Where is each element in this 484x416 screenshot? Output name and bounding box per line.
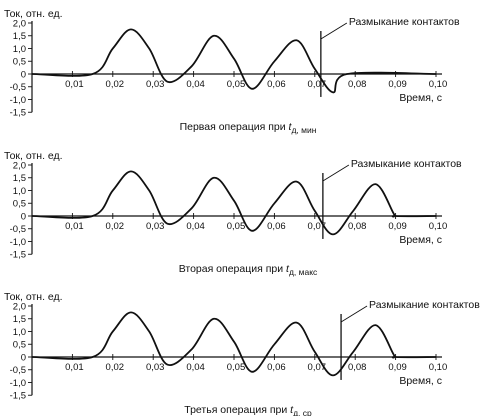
x-tick-label: 0,03 (146, 79, 165, 90)
y-tick-label: -1,5 (10, 391, 26, 402)
chart-panel-2: Ток, отн. ед.2,0 1,5 1,0 0,50 -0,5 -1,0 -1,5 0,… (4, 150, 462, 277)
chart-caption: Вторая операция при tд, макс (179, 263, 318, 277)
chart-panel-1: Ток, отн. ед.2,0 1,5 1,0 0,50 -0,5 -1,0 -1,5 0,… (4, 8, 460, 135)
x-tick-label: 0,05 (227, 221, 246, 232)
y-tick-label: -1,0 (10, 237, 26, 248)
x-tick-label: 0,09 (388, 221, 407, 232)
x-tick-label: 0,01 (65, 221, 84, 232)
x-tick-label: 0,07 (308, 79, 327, 90)
y-tick-label: 1,5 (13, 173, 26, 184)
x-tick-label: 0,07 (308, 221, 327, 232)
x-tick-label: 0,05 (227, 362, 246, 373)
chart-panel-3: Ток, отн. ед.2,0 1,5 1,0 0,50 -0,5 -1,0 -1,5 0,… (4, 291, 480, 416)
x-tick-label: 0,08 (348, 362, 367, 373)
annotation-leader (340, 305, 368, 323)
y-tick-label: -0,5 (10, 82, 26, 93)
y-tick-label: 1,0 (13, 327, 26, 338)
y-tick-label: -1,5 (10, 108, 26, 119)
y-tick-label: 0,5 (13, 340, 26, 351)
x-tick-label: 0,04 (186, 221, 205, 232)
y-tick-label: 0 (21, 352, 26, 363)
x-tick-label: 0,01 (65, 362, 84, 373)
y-tick-label: 0 (21, 211, 26, 222)
chart-caption: Третья операция при tд, ср (184, 404, 312, 416)
x-axis-label: Время, с (399, 92, 442, 104)
y-tick-label: -1,5 (10, 250, 26, 261)
y-tick-label: 1,5 (13, 31, 26, 42)
x-tick-label: 0,06 (267, 362, 286, 373)
y-tick-label: -0,5 (10, 365, 26, 376)
y-tick-label: 2,0 (13, 18, 26, 29)
y-tick-label: 1,5 (13, 314, 26, 325)
x-tick-label: 0,03 (146, 362, 165, 373)
y-tick-label: 2,0 (13, 160, 26, 171)
x-tick-label: 0,08 (348, 79, 367, 90)
x-tick-label: 0,07 (308, 362, 327, 373)
current-curve (31, 170, 437, 236)
y-tick-label: 0,5 (13, 199, 26, 210)
annotation-leader (322, 164, 350, 182)
x-tick-label: 0,10 (429, 221, 448, 232)
x-axis-label: Время, с (399, 234, 442, 246)
x-tick-label: 0,10 (429, 79, 448, 90)
x-tick-label: 0,04 (186, 79, 205, 90)
current-curve (31, 311, 437, 377)
current-curve (31, 28, 437, 94)
y-tick-label: 2,0 (13, 301, 26, 312)
x-tick-label: 0,09 (388, 362, 407, 373)
annotation-leader (320, 22, 348, 40)
x-tick-label: 0,01 (65, 79, 84, 90)
x-tick-label: 0,06 (267, 221, 286, 232)
chart-caption: Первая операция при tд, мин (180, 121, 317, 135)
x-tick-label: 0,08 (348, 221, 367, 232)
x-tick-label: 0,04 (186, 362, 205, 373)
contact-open-annotation: Размыкание контактов (351, 158, 462, 170)
x-tick-label: 0,06 (267, 79, 286, 90)
y-tick-label: 0 (21, 69, 26, 80)
x-axis-label: Время, с (399, 375, 442, 387)
x-tick-label: 0,10 (429, 362, 448, 373)
y-tick-label: -1,0 (10, 378, 26, 389)
y-tick-label: 1,0 (13, 186, 26, 197)
x-tick-label: 0,03 (146, 221, 165, 232)
x-tick-label: 0,02 (106, 79, 125, 90)
x-tick-label: 0,05 (227, 79, 246, 90)
contact-open-annotation: Размыкание контактов (349, 16, 460, 28)
y-tick-label: 1,0 (13, 44, 26, 55)
x-tick-label: 0,09 (388, 79, 407, 90)
y-axis-label: Ток, отн. ед. (4, 8, 63, 20)
y-axis-label: Ток, отн. ед. (4, 150, 63, 162)
y-axis-label: Ток, отн. ед. (4, 291, 63, 303)
y-tick-label: -1,0 (10, 95, 26, 106)
x-tick-label: 0,02 (106, 221, 125, 232)
contact-open-annotation: Размыкание контактов (369, 299, 480, 311)
y-tick-label: -0,5 (10, 224, 26, 235)
x-tick-label: 0,02 (106, 362, 125, 373)
y-tick-label: 0,5 (13, 57, 26, 68)
